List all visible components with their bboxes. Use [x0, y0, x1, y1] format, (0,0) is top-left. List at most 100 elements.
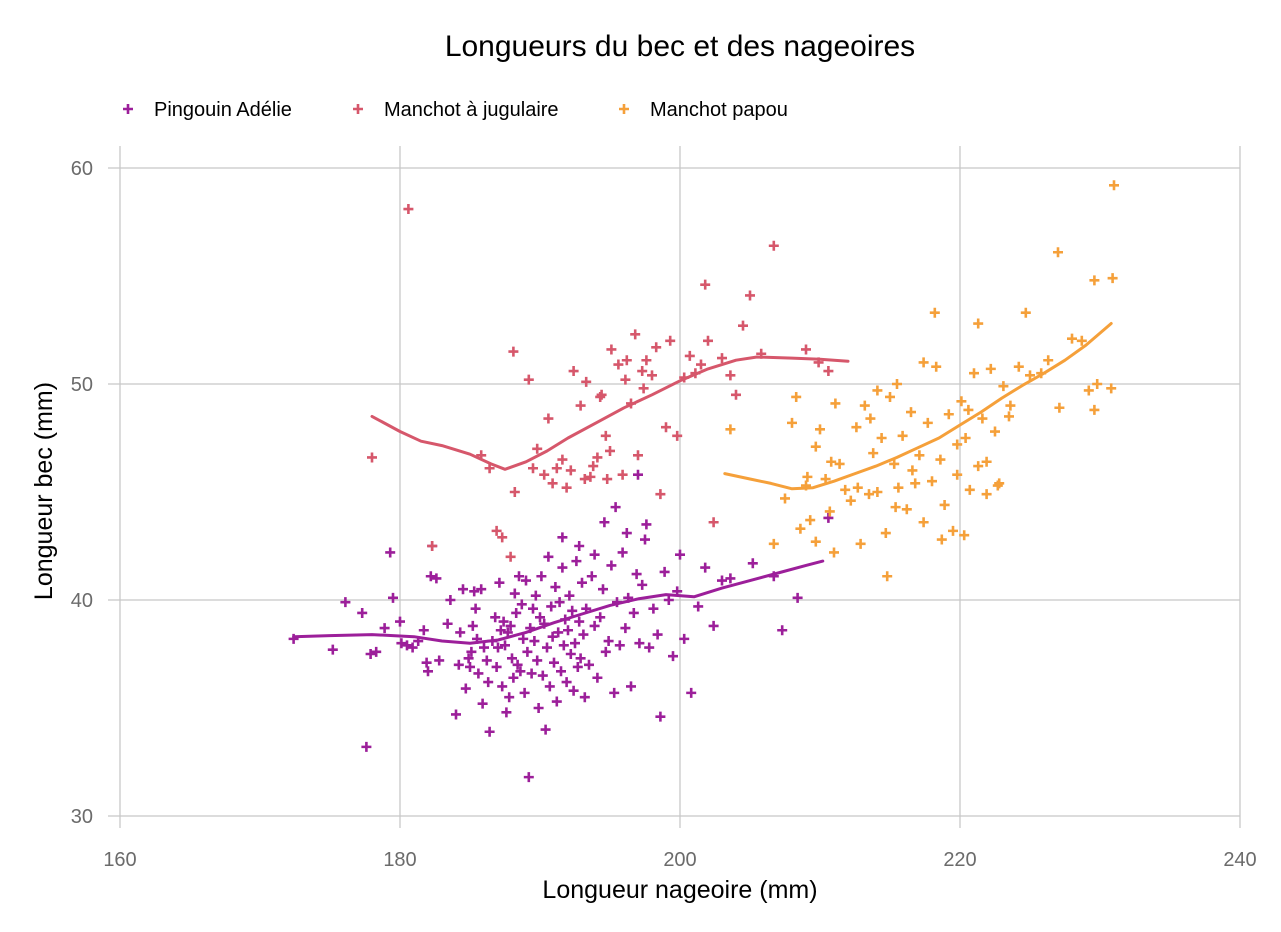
data-point	[725, 370, 736, 381]
data-point	[537, 670, 548, 681]
data-point	[948, 525, 958, 536]
data-point	[365, 649, 376, 659]
data-point	[1004, 411, 1014, 422]
data-point	[407, 642, 418, 653]
data-point	[585, 471, 596, 482]
data-point	[820, 474, 831, 485]
data-point	[497, 532, 508, 543]
data-point	[708, 620, 719, 631]
data-point	[466, 646, 477, 657]
data-point	[396, 638, 407, 649]
data-point	[595, 612, 606, 623]
data-point	[679, 372, 690, 383]
data-point	[385, 547, 396, 558]
data-point	[584, 659, 594, 670]
data-point	[952, 469, 963, 480]
data-point	[973, 318, 984, 329]
data-point	[617, 547, 628, 558]
data-point	[536, 571, 547, 582]
data-point	[530, 590, 541, 601]
data-point	[855, 538, 866, 549]
data-point	[810, 441, 821, 452]
data-point	[561, 677, 572, 688]
data-point	[623, 592, 634, 603]
data-point	[458, 584, 468, 595]
x-tick-label: 240	[1223, 849, 1256, 871]
data-point	[768, 538, 779, 549]
data-point	[327, 644, 338, 655]
data-point	[494, 577, 505, 588]
data-point	[592, 672, 603, 683]
data-point	[504, 692, 515, 703]
data-point	[600, 430, 611, 441]
data-point	[551, 696, 562, 707]
data-point	[823, 366, 834, 377]
data-point	[626, 398, 636, 409]
data-point	[526, 668, 537, 679]
data-point	[872, 385, 883, 396]
data-point	[668, 651, 678, 662]
data-point	[564, 590, 575, 601]
data-point	[897, 430, 908, 441]
data-point	[491, 661, 502, 672]
data-point	[568, 685, 579, 696]
data-point	[801, 344, 811, 355]
data-point	[507, 653, 517, 664]
data-point	[550, 582, 561, 593]
grid	[119, 146, 1241, 817]
data-points	[288, 180, 1119, 783]
data-point	[1089, 404, 1100, 415]
data-point	[469, 586, 480, 597]
smooth-lines	[292, 322, 1113, 645]
data-point	[472, 633, 482, 644]
legend-item: Pingouin Adélie	[123, 99, 292, 121]
data-point	[595, 391, 606, 402]
data-point	[963, 404, 974, 415]
data-point	[973, 461, 984, 472]
legend-item: Manchot à jugulaire	[353, 99, 559, 121]
data-point	[637, 579, 648, 590]
data-point	[556, 666, 566, 677]
y-tick-label: 50	[71, 374, 93, 396]
data-point	[539, 469, 550, 480]
data-point	[467, 620, 478, 631]
data-point	[1092, 379, 1103, 389]
data-point	[491, 525, 502, 536]
data-point	[936, 534, 947, 545]
data-point	[509, 588, 520, 599]
data-point	[544, 681, 555, 692]
data-point	[700, 279, 711, 290]
legend: Pingouin Adélie Manchot à jugulaire Mancho…	[123, 99, 788, 121]
data-point	[768, 240, 779, 251]
data-point	[648, 603, 659, 614]
data-point	[802, 471, 813, 482]
data-point	[561, 482, 572, 493]
data-point	[522, 646, 533, 657]
data-point	[483, 677, 494, 688]
data-point	[634, 638, 645, 649]
data-point	[628, 607, 639, 618]
data-point	[479, 642, 489, 653]
data-point	[592, 452, 603, 463]
data-point	[655, 489, 666, 500]
data-point	[525, 623, 536, 634]
data-point	[890, 502, 901, 513]
data-point	[990, 426, 1000, 437]
data-point	[1083, 385, 1094, 396]
y-tick-label: 60	[71, 158, 93, 180]
x-axis-title: Longueur nageoire (mm)	[542, 876, 817, 904]
data-point	[579, 692, 590, 703]
data-point	[570, 638, 580, 649]
data-point	[519, 687, 530, 698]
data-point	[780, 493, 790, 504]
data-point	[738, 320, 748, 331]
data-point	[1053, 247, 1063, 258]
data-point	[540, 724, 551, 735]
data-point	[992, 480, 1003, 491]
data-point	[922, 417, 933, 428]
data-point	[484, 726, 495, 737]
data-point	[672, 586, 683, 597]
data-point	[620, 374, 631, 385]
data-point	[756, 348, 767, 359]
